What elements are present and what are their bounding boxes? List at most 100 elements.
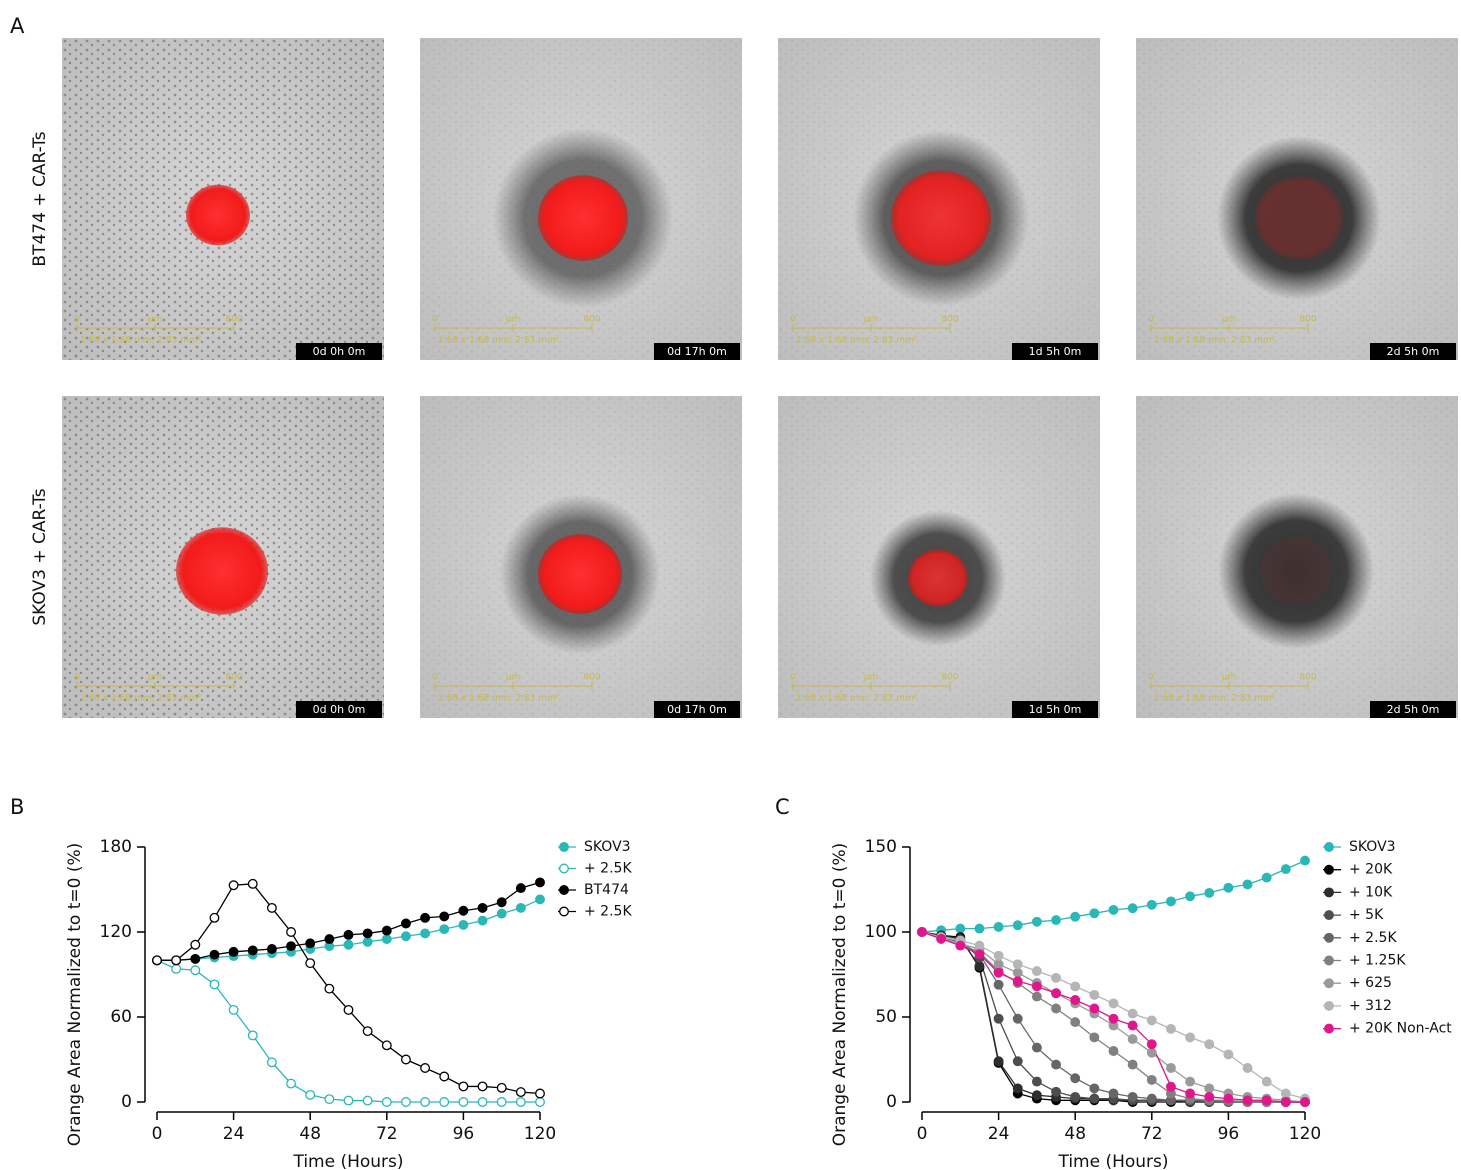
data-point xyxy=(1165,896,1176,907)
data-point xyxy=(1280,1088,1291,1099)
data-point xyxy=(993,979,1004,990)
data-point xyxy=(439,924,450,935)
data-point xyxy=(993,959,1004,970)
data-point xyxy=(381,934,392,945)
data-point xyxy=(1300,1097,1310,1107)
x-tick-label: 96 xyxy=(1218,1124,1240,1144)
data-point xyxy=(324,934,335,945)
data-point xyxy=(1051,988,1062,999)
data-point xyxy=(1261,872,1272,883)
data-point xyxy=(190,953,201,964)
data-point xyxy=(1051,915,1062,926)
scale-area: 1.68 x 1.68 mm, 2.83 mm² xyxy=(796,694,918,704)
data-point xyxy=(1089,1083,1100,1094)
spheroid xyxy=(908,549,968,607)
legend-label: + 2.5K xyxy=(584,861,632,877)
data-point xyxy=(190,965,201,976)
data-point xyxy=(152,955,162,966)
data-point xyxy=(974,949,985,960)
data-point xyxy=(1185,1076,1196,1087)
data-point xyxy=(266,1057,277,1068)
timestamp: 1d 5h 0m xyxy=(1029,345,1082,358)
y-tick-label: 100 xyxy=(865,922,897,942)
micrograph: 0 µm 800 1.68 x 1.68 mm, 2.83 mm² 0d 0h 0m xyxy=(62,396,384,718)
x-tick-label: 24 xyxy=(223,1124,245,1144)
data-point xyxy=(496,908,507,919)
timestamp: 0d 0h 0m xyxy=(313,345,366,358)
data-point xyxy=(420,928,431,939)
data-point xyxy=(496,1082,507,1093)
timestamp-box xyxy=(1370,701,1456,718)
data-point xyxy=(247,878,258,889)
x-tick-label: 72 xyxy=(376,1124,398,1144)
x-axis-title: Time (Hours) xyxy=(292,1152,403,1170)
data-point xyxy=(1146,1047,1157,1058)
data-point xyxy=(401,1054,411,1065)
data-point xyxy=(1165,1081,1176,1092)
timestamp: 0d 0h 0m xyxy=(313,703,366,716)
scale-area: 1.68 x 1.68 mm, 2.83 mm² xyxy=(796,336,918,346)
data-point xyxy=(266,944,277,954)
legend-marker xyxy=(1324,955,1334,966)
data-point xyxy=(477,915,488,926)
data-point xyxy=(1031,991,1042,1002)
legend-marker xyxy=(1324,1000,1334,1011)
data-point xyxy=(1127,903,1138,914)
timestamp-box xyxy=(1370,343,1456,360)
scale-end: 800 xyxy=(941,673,958,683)
data-point xyxy=(228,880,239,891)
data-point xyxy=(1070,995,1081,1005)
data-point xyxy=(1108,904,1119,915)
data-point xyxy=(439,1097,450,1107)
scale-area: 1.68 x 1.68 mm, 2.83 mm² xyxy=(438,694,560,704)
data-point xyxy=(1031,981,1042,992)
data-point xyxy=(1223,882,1234,893)
data-point xyxy=(1051,1059,1062,1070)
timestamp: 0d 17h 0m xyxy=(667,703,727,716)
scale-start: 0 xyxy=(432,315,438,325)
panel-label: A xyxy=(10,14,25,38)
data-point xyxy=(247,945,258,956)
data-point xyxy=(1012,967,1023,978)
legend-marker xyxy=(1324,910,1334,921)
timestamp-box xyxy=(654,343,740,360)
legend-label: + 312 xyxy=(1349,998,1392,1014)
legend-label: SKOV3 xyxy=(1349,839,1396,855)
y-axis-title: Orange Area Normalized to t=0 (%) xyxy=(830,843,850,1147)
row-label: SKOV3 + CAR-Ts xyxy=(30,488,50,625)
data-point xyxy=(1261,1076,1272,1087)
data-point xyxy=(1300,855,1310,866)
legend-marker xyxy=(559,885,569,895)
x-tick-label: 120 xyxy=(1289,1124,1321,1144)
x-tick-label: 0 xyxy=(917,1124,928,1144)
scale-unit: µm xyxy=(148,673,163,683)
scale-area: 1.68 x 1.68 mm, 2.83 mm² xyxy=(1154,336,1276,346)
data-point xyxy=(535,877,545,888)
data-point xyxy=(1127,1059,1138,1070)
micrograph: 0 µm 800 1.68 x 1.68 mm, 2.83 mm² 1d 5h 0m xyxy=(778,38,1100,360)
data-point xyxy=(1012,920,1023,931)
data-point xyxy=(1108,1013,1119,1024)
spheroid xyxy=(1255,176,1343,260)
data-point xyxy=(286,927,297,937)
scale-unit: µm xyxy=(148,315,163,325)
timestamp-box xyxy=(296,343,382,360)
scale-start: 0 xyxy=(74,315,80,325)
data-point xyxy=(993,967,1004,978)
data-point xyxy=(535,1097,545,1107)
data-point xyxy=(1146,1074,1157,1085)
y-tick-label: 60 xyxy=(110,1007,132,1027)
data-point xyxy=(1280,864,1291,875)
data-point xyxy=(439,911,450,922)
data-point xyxy=(266,902,277,913)
scale-end: 800 xyxy=(1299,673,1316,683)
legend-marker xyxy=(1324,978,1334,989)
data-point xyxy=(535,1088,545,1099)
legend-marker xyxy=(1324,1023,1334,1034)
data-point xyxy=(993,1013,1004,1024)
data-point xyxy=(993,921,1004,932)
legend-label: + 2.5K xyxy=(1349,930,1397,946)
data-point xyxy=(1012,1013,1023,1024)
y-tick-label: 150 xyxy=(865,837,897,857)
